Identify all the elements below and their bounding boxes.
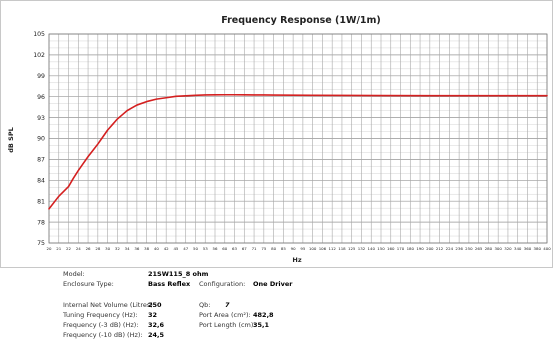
x-tick-label: 28 [95, 246, 100, 251]
x-tick-label: 212 [436, 246, 444, 251]
x-tick-label: 53 [203, 246, 208, 251]
tuning-frequency-label: Tuning Frequency (Hz): [63, 311, 138, 319]
x-tick-labels: 20 21 22 24 26 28 30 32 34 36 38 40 42 45 47 50 53 56 60 63… [47, 246, 552, 251]
response-curve-line [48, 93, 548, 210]
internal-volume-value: 250 [148, 301, 162, 309]
x-tick-label: 60 [222, 246, 227, 251]
x-tick-label: 85 [281, 246, 286, 251]
x-tick-label: 34 [125, 246, 130, 251]
x-tick-label: 118 [338, 246, 346, 251]
x-tick-label: 132 [358, 246, 366, 251]
x-tick-label: 71 [252, 246, 257, 251]
qb-label: Qb: [199, 301, 211, 309]
grid [48, 33, 548, 244]
x-tick-label: 38 [144, 246, 149, 251]
y-tick-label: 93 [37, 115, 45, 122]
chart-title: Frequency Response (1W/1m) [221, 15, 381, 26]
model-value: 21SW115_8 ohm [148, 270, 209, 278]
chart-panel: Frequency Response (1W/1m) 75 78 81 84 87 90 9… [0, 0, 553, 268]
x-tick-label: 32 [115, 246, 120, 251]
x-tick-label: 200 [426, 246, 434, 251]
x-tick-label: 360 [524, 246, 532, 251]
y-tick-label: 75 [37, 240, 45, 247]
port-length-label: Port Length (cm): [199, 321, 256, 329]
enclosure-type-value: Bass Reflex [148, 280, 191, 288]
x-tick-label: 236 [455, 246, 463, 251]
x-tick-label: 30 [105, 246, 110, 251]
enclosure-type-label: Enclosure Type: [63, 280, 114, 288]
x-tick-label: 190 [416, 246, 424, 251]
x-tick-label: 95 [300, 246, 305, 251]
y-tick-label: 81 [37, 198, 45, 205]
frequency-10db-label: Frequency (-10 dB) (Hz): [63, 331, 143, 339]
x-tick-label: 90 [291, 246, 296, 251]
x-tick-label: 24 [76, 246, 81, 251]
frequency-3db-value: 32,6 [148, 321, 165, 329]
frequency-3db-label: Frequency (-3 dB) (Hz): [63, 321, 139, 329]
configuration-value: One Driver [253, 280, 293, 288]
x-tick-label: 45 [173, 246, 178, 251]
x-tick-label: 150 [377, 246, 385, 251]
x-tick-label: 40 [154, 246, 159, 251]
x-tick-label: 67 [242, 246, 247, 251]
internal-volume-label: Internal Net Volume (Litres): [63, 301, 155, 309]
x-tick-label: 47 [183, 246, 188, 251]
speaker-info-panel: Model: 21SW115_8 ohm Enclosure Type: Bas… [0, 268, 553, 345]
port-length-value: 35,1 [253, 321, 270, 329]
y-tick-label: 87 [37, 157, 45, 164]
x-tick-label: 320 [504, 246, 512, 251]
y-tick-label: 99 [37, 73, 45, 80]
x-tick-label: 106 [319, 246, 327, 251]
frequency-response-chart: Frequency Response (1W/1m) 75 78 81 84 87 90 9… [7, 15, 552, 264]
x-tick-label: 280 [485, 246, 493, 251]
frequency-10db-value: 24,5 [148, 331, 165, 339]
x-tick-label: 250 [465, 246, 473, 251]
y-tick-label: 102 [33, 52, 45, 59]
x-tick-label: 380 [534, 246, 542, 251]
y-tick-label: 84 [37, 178, 45, 185]
y-tick-label: 105 [33, 31, 45, 38]
y-tick-label: 90 [37, 136, 45, 143]
series-layer [48, 93, 548, 210]
x-tick-label: 180 [407, 246, 415, 251]
x-tick-label: 63 [232, 246, 237, 251]
x-tick-label: 42 [164, 246, 169, 251]
x-tick-label: 21 [56, 246, 61, 251]
plot-border [48, 33, 548, 244]
x-tick-label: 224 [446, 246, 454, 251]
y-tick-labels: 75 78 81 84 87 90 93 96 99 102 105 [33, 31, 45, 247]
y-tick-label: 78 [37, 219, 45, 226]
x-tick-label: 50 [193, 246, 198, 251]
x-tick-label: 36 [134, 246, 139, 251]
x-tick-label: 300 [494, 246, 502, 251]
y-tick-label: 96 [37, 94, 45, 101]
x-tick-label: 100 [309, 246, 317, 251]
y-axis-label: dB SPL [7, 127, 15, 152]
port-area-value: 482,8 [253, 311, 274, 319]
x-tick-label: 140 [368, 246, 376, 251]
x-tick-label: 26 [86, 246, 91, 251]
x-tick-label: 170 [397, 246, 405, 251]
tuning-frequency-value: 32 [148, 311, 158, 319]
x-tick-label: 80 [271, 246, 276, 251]
x-tick-label: 112 [328, 246, 336, 251]
qb-value: 7 [225, 301, 230, 309]
x-tick-label: 160 [387, 246, 395, 251]
port-area-label: Port Area (cm²): [199, 311, 251, 319]
x-tick-label: 265 [475, 246, 483, 251]
x-tick-label: 22 [66, 246, 71, 251]
x-tick-label: 125 [348, 246, 356, 251]
x-tick-label: 20 [47, 246, 52, 251]
model-label: Model: [63, 270, 85, 278]
x-axis-label: Hz [292, 256, 301, 264]
x-tick-label: 75 [261, 246, 266, 251]
x-tick-label: 56 [213, 246, 218, 251]
x-tick-label: 340 [514, 246, 522, 251]
x-tick-label: 400 [543, 246, 551, 251]
configuration-label: Configuration: [199, 280, 246, 288]
